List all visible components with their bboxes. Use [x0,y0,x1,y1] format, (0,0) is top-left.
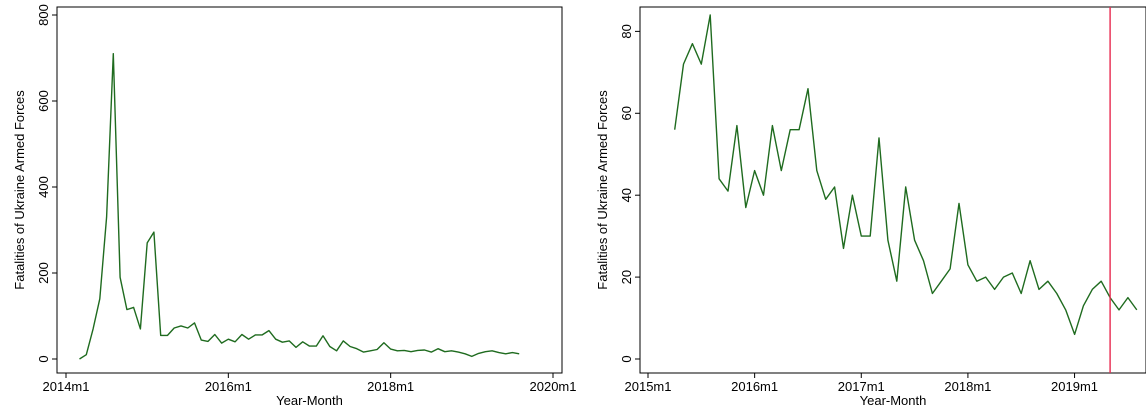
x-axis-title: Year-Month [276,393,343,408]
plot-frame [639,6,1146,374]
y-tick-label: 200 [36,262,51,284]
y-tick-label: 800 [36,4,51,26]
x-tick-label: 2014m1 [43,379,90,394]
x-tick-label: 2018m1 [367,379,414,394]
x-tick-label: 2015m1 [625,379,672,394]
y-tick-label: 40 [619,188,634,202]
y-tick-label: 80 [619,24,634,38]
y-tick-label: 400 [36,176,51,198]
x-tick-label: 2016m1 [205,379,252,394]
y-axis-title: Fatalities of Ukraine Armed Forces [12,90,27,290]
x-tick-label: 2018m1 [944,379,991,394]
x-tick-label: 2017m1 [838,379,885,394]
y-tick-label: 0 [619,355,634,362]
y-tick-label: 600 [36,90,51,112]
y-tick-label: 0 [36,355,51,362]
y-tick-label: 60 [619,106,634,120]
plot-frame [56,6,563,374]
y-axis-title: Fatalities of Ukraine Armed Forces [595,90,610,290]
series-line-1 [79,53,520,360]
x-tick-label: 2020m1 [530,379,577,394]
x-tick-label: 2019m1 [1051,379,1098,394]
chart-1: 0 200 400 600 800 2014m1 2016m1 2018m1 2020m1 Yea… [12,4,576,408]
y-tick-label: 20 [619,270,634,284]
series-line-1 [674,14,1138,336]
chart-2: 0 20 40 60 80 2015m1 2016m1 2017m1 2018m1 2019m1 Y… [595,6,1146,408]
x-tick-label: 2016m1 [731,379,778,394]
x-axis-title: Year-Month [860,393,927,408]
